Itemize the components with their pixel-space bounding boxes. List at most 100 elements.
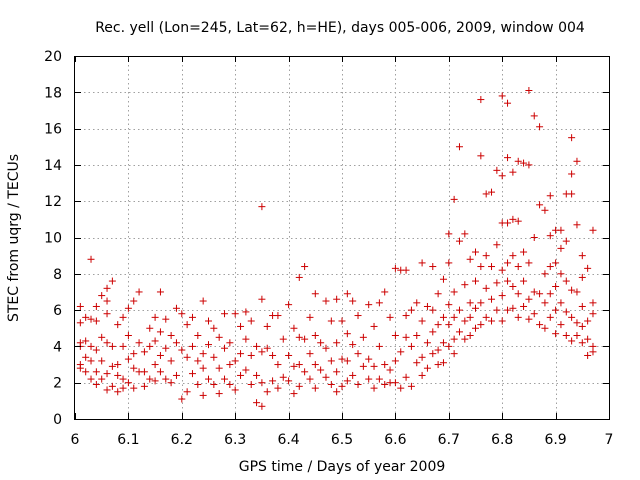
data-point: [402, 312, 410, 320]
data-point: [343, 330, 351, 338]
data-point: [359, 362, 367, 370]
data-point: [226, 339, 234, 347]
y-tick-label: 18: [44, 85, 62, 101]
data-point: [557, 321, 565, 329]
data-point: [82, 353, 90, 361]
data-point: [135, 339, 143, 347]
data-point: [541, 324, 549, 332]
data-point: [461, 281, 469, 289]
data-point: [194, 381, 202, 389]
data-point: [391, 264, 399, 272]
data-point: [279, 373, 287, 381]
data-point: [338, 382, 346, 390]
data-point: [188, 342, 196, 350]
data-point: [525, 295, 533, 303]
data-point: [573, 288, 581, 296]
data-point: [247, 317, 255, 325]
y-tick-label: 2: [53, 376, 62, 392]
x-tick-label: 6: [71, 432, 80, 448]
data-point: [76, 319, 84, 327]
data-point: [546, 313, 554, 321]
y-tick-labels: 0 2 4 6 8 10 12 14 16 18 20: [44, 49, 62, 428]
data-point: [82, 337, 90, 345]
data-point: [381, 361, 389, 369]
data-point: [210, 324, 218, 332]
data-point: [114, 321, 122, 329]
data-point: [477, 299, 485, 307]
data-point: [338, 317, 346, 325]
x-axis-label: GPS time / Days of year 2009: [239, 459, 446, 475]
x-tick-labels: 6 6.1 6.2 6.3 6.4 6.5 6.6 6.7 6.8 6.9 7: [71, 432, 614, 448]
data-point: [146, 324, 154, 332]
data-point: [253, 399, 261, 407]
x-tick-label: 6.5: [331, 432, 353, 448]
data-point: [199, 391, 207, 399]
data-point: [493, 241, 501, 249]
y-tick-label: 4: [53, 339, 62, 355]
data-point: [183, 388, 191, 396]
data-point: [82, 313, 90, 321]
data-point: [546, 290, 554, 298]
data-point: [557, 299, 565, 307]
data-point: [434, 361, 442, 369]
data-points: [76, 86, 597, 410]
x-tick-label: 6.1: [117, 432, 139, 448]
data-point: [578, 339, 586, 347]
data-point: [92, 346, 100, 354]
data-point: [103, 310, 111, 318]
data-point: [584, 317, 592, 325]
data-point: [439, 339, 447, 347]
data-point: [237, 350, 245, 358]
data-point: [525, 259, 533, 267]
data-point: [359, 333, 367, 341]
data-point: [525, 161, 533, 169]
data-point: [365, 301, 373, 309]
data-point: [301, 335, 309, 343]
x-tick-label: 6.7: [438, 432, 460, 448]
y-tick-label: 8: [53, 267, 62, 283]
y-tick-label: 12: [44, 194, 62, 210]
data-point: [445, 301, 453, 309]
data-point: [349, 297, 357, 305]
data-point: [557, 244, 565, 252]
data-point: [124, 332, 132, 340]
data-point: [514, 263, 522, 271]
data-point: [568, 313, 576, 321]
data-point: [194, 357, 202, 365]
data-point: [172, 371, 180, 379]
data-point: [589, 310, 597, 318]
x-tick-label: 6.8: [491, 432, 513, 448]
data-point: [573, 319, 581, 327]
y-tick-label: 6: [53, 303, 62, 319]
data-point: [167, 379, 175, 387]
data-point: [488, 295, 496, 303]
x-tick-label: 6.9: [544, 432, 566, 448]
data-point: [488, 188, 496, 196]
data-point: [285, 377, 293, 385]
y-tick-label: 10: [44, 231, 62, 247]
data-point: [162, 375, 170, 383]
data-point: [546, 263, 554, 271]
data-point: [151, 313, 159, 321]
data-point: [573, 332, 581, 340]
data-point: [140, 382, 148, 390]
data-point: [114, 361, 122, 369]
data-point: [552, 306, 560, 314]
data-point: [552, 283, 560, 291]
data-point: [162, 315, 170, 323]
data-point: [242, 335, 250, 343]
data-point: [188, 370, 196, 378]
x-tick-label: 6.6: [384, 432, 406, 448]
data-point: [397, 348, 405, 356]
data-point: [285, 351, 293, 359]
data-point: [311, 361, 319, 369]
data-point: [333, 388, 341, 396]
data-point: [375, 299, 383, 307]
data-point: [253, 371, 261, 379]
data-point: [562, 237, 570, 245]
y-tick-label: 16: [44, 122, 62, 138]
data-point: [87, 315, 95, 323]
data-point: [354, 350, 362, 358]
data-point: [285, 301, 293, 309]
data-point: [333, 295, 341, 303]
